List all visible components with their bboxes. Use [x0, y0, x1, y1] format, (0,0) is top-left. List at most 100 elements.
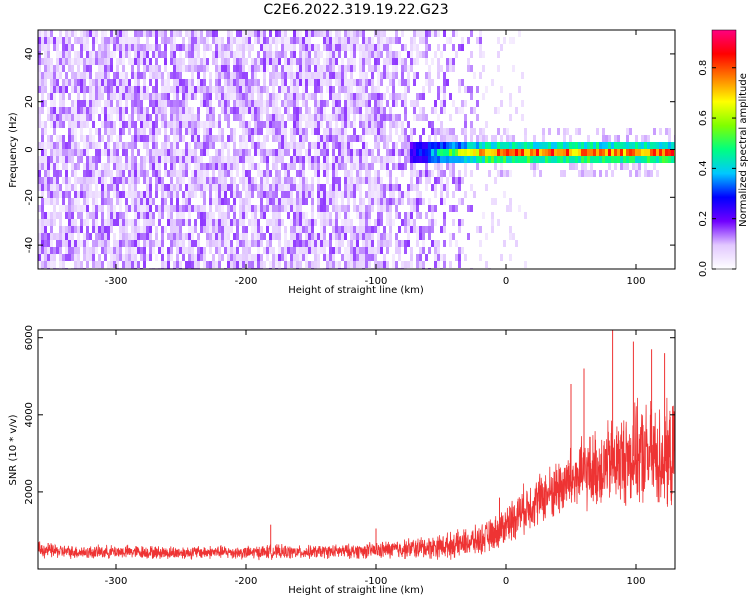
heatmap-cell — [203, 37, 206, 44]
heatmap-cell — [38, 37, 41, 44]
heatmap-cell — [95, 51, 98, 58]
heatmap-cell — [188, 51, 191, 58]
heatmap-cell — [323, 212, 326, 219]
heatmap-cell — [497, 149, 500, 156]
heatmap-cell — [392, 100, 395, 107]
heatmap-cell — [212, 163, 215, 170]
heatmap-cell — [293, 156, 296, 163]
heatmap-cell — [479, 156, 482, 163]
heatmap-cell — [251, 240, 254, 247]
heatmap-cell — [293, 177, 296, 184]
heatmap-cell — [395, 58, 398, 65]
heatmap-cell — [392, 198, 395, 205]
heatmap-cell — [242, 184, 245, 191]
heatmap-cell — [191, 86, 194, 93]
heatmap-cell — [149, 184, 152, 191]
heatmap-cell — [314, 240, 317, 247]
heatmap-cell — [137, 149, 140, 156]
heatmap-cell — [410, 198, 413, 205]
heatmap-cell — [434, 247, 437, 254]
heatmap-cell — [203, 79, 206, 86]
heatmap-cell — [389, 226, 392, 233]
heatmap-cell — [320, 114, 323, 121]
heatmap-cell — [581, 142, 584, 149]
heatmap-cell — [65, 149, 68, 156]
heatmap-cell — [209, 142, 212, 149]
heatmap-cell — [332, 170, 335, 177]
heatmap-cell — [77, 212, 80, 219]
heatmap-cell — [86, 163, 89, 170]
heatmap-cell — [137, 240, 140, 247]
heatmap-cell — [311, 226, 314, 233]
heatmap-cell — [206, 261, 209, 268]
heatmap-cell — [104, 100, 107, 107]
heatmap-cell — [284, 163, 287, 170]
heatmap-cell — [455, 135, 458, 142]
heatmap-cell — [404, 135, 407, 142]
heatmap-cell — [461, 37, 464, 44]
heatmap-cell — [251, 65, 254, 72]
heatmap-cell — [377, 233, 380, 240]
heatmap-cell — [350, 72, 353, 79]
heatmap-cell — [143, 170, 146, 177]
heatmap-cell — [134, 240, 137, 247]
heatmap-cell — [338, 247, 341, 254]
heatmap-cell — [236, 37, 239, 44]
heatmap-cell — [341, 121, 344, 128]
heatmap-cell — [149, 114, 152, 121]
heatmap-cell — [407, 191, 410, 198]
heatmap-cell — [56, 114, 59, 121]
heatmap-cell — [419, 93, 422, 100]
heatmap-cell — [107, 128, 110, 135]
heatmap-cell — [287, 198, 290, 205]
heatmap-cell — [563, 142, 566, 149]
heatmap-cell — [314, 65, 317, 72]
heatmap-cell — [50, 142, 53, 149]
heatmap-cell — [353, 149, 356, 156]
heatmap-cell — [47, 191, 50, 198]
heatmap-cell — [269, 121, 272, 128]
heatmap-cell — [194, 219, 197, 226]
heatmap-cell — [56, 191, 59, 198]
heatmap-cell — [74, 170, 77, 177]
heatmap-cell — [338, 44, 341, 51]
heatmap-cell — [470, 184, 473, 191]
heatmap-cell — [95, 261, 98, 268]
heatmap-cell — [494, 107, 497, 114]
heatmap-cell — [224, 86, 227, 93]
heatmap-cell — [119, 86, 122, 93]
heatmap-cell — [344, 191, 347, 198]
heatmap-cell — [611, 156, 614, 163]
heatmap-cell — [377, 30, 380, 37]
heatmap-cell — [344, 135, 347, 142]
heatmap-cell — [227, 135, 230, 142]
heatmap-cell — [518, 86, 521, 93]
heatmap-cell — [314, 254, 317, 261]
heatmap-cell — [425, 170, 428, 177]
heatmap-cell — [203, 184, 206, 191]
heatmap-cell — [185, 156, 188, 163]
heatmap-cell — [383, 93, 386, 100]
heatmap-cell — [50, 156, 53, 163]
heatmap-cell — [92, 205, 95, 212]
heatmap-cell — [308, 121, 311, 128]
heatmap-cell — [233, 114, 236, 121]
heatmap-cell — [164, 30, 167, 37]
heatmap-cell — [164, 44, 167, 51]
heatmap-cell — [635, 135, 638, 142]
heatmap-cell — [278, 86, 281, 93]
heatmap-cell — [293, 128, 296, 135]
heatmap-cell — [110, 121, 113, 128]
heatmap-cell — [206, 135, 209, 142]
heatmap-cell — [128, 191, 131, 198]
heatmap-cell — [296, 205, 299, 212]
heatmap-cell — [323, 163, 326, 170]
heatmap-cell — [140, 247, 143, 254]
heatmap-cell — [161, 30, 164, 37]
heatmap-cell — [254, 177, 257, 184]
heatmap-cell — [287, 93, 290, 100]
heatmap-cell — [176, 93, 179, 100]
heatmap-cell — [89, 58, 92, 65]
heatmap-cell — [41, 254, 44, 261]
heatmap-cell — [179, 177, 182, 184]
